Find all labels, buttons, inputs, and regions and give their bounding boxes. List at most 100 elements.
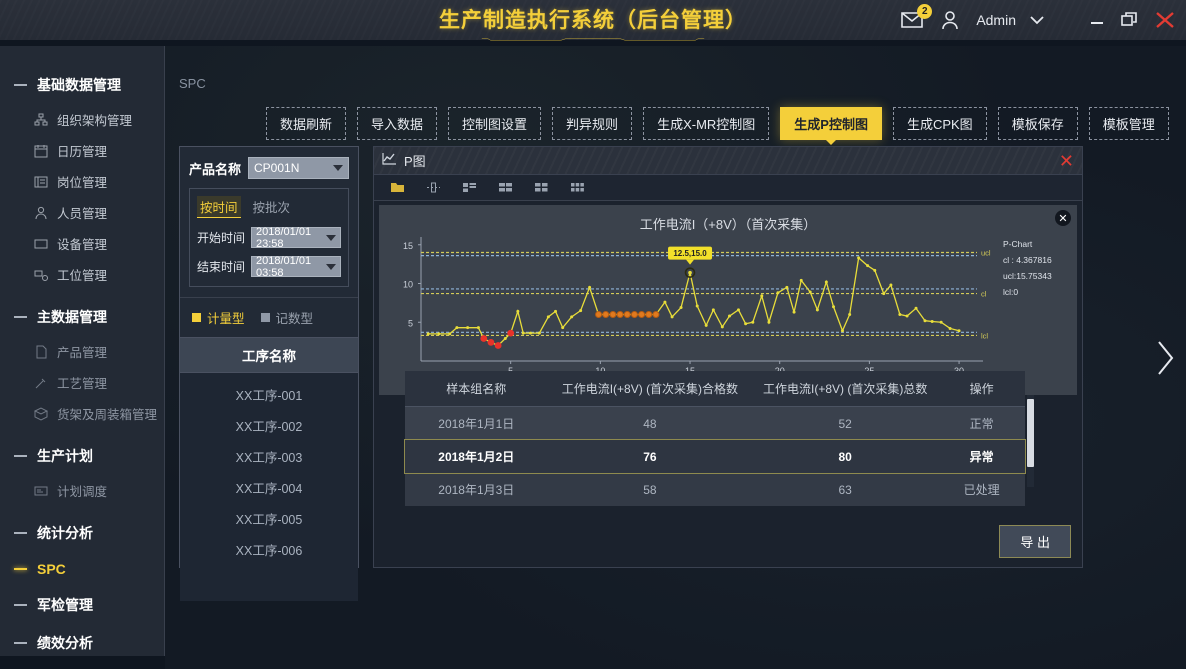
- panel-title: P图: [404, 154, 426, 169]
- sidebar-group-label: 军检管理: [37, 597, 93, 613]
- sidebar-group-statistics[interactable]: 统计分析: [0, 514, 164, 552]
- sample-table-wrapper: 样本组名称 工作电流I(+8V) (首次采集)合格数 工作电流I(+8V) (首…: [404, 371, 1034, 506]
- collapse-dash-icon: [14, 455, 27, 457]
- radio-label: 计量型: [207, 312, 245, 326]
- collapse-dash-icon: [14, 604, 27, 606]
- cell-pass-count: 76: [643, 449, 657, 464]
- list-item[interactable]: XX工序-003: [235, 451, 303, 465]
- sidebar-item-process[interactable]: 工艺管理: [0, 367, 164, 398]
- sidebar-item-personnel[interactable]: 人员管理: [0, 197, 164, 228]
- layout-grid-2x2-icon[interactable]: [498, 181, 513, 194]
- restore-icon[interactable]: [1120, 11, 1140, 29]
- cell-total-count: 80: [838, 449, 852, 464]
- badge-icon: [34, 175, 48, 189]
- sidebar-item-label: 岗位管理: [57, 176, 108, 190]
- end-time-row: 结束时间 2018/01/01 03:58: [197, 254, 341, 279]
- sidebar-item-label: 货架及周装箱管理: [57, 408, 158, 422]
- product-label: 产品名称: [189, 161, 242, 177]
- next-page-arrow[interactable]: [1152, 336, 1178, 385]
- chart-title: 工作电流I（+8V）（首次采集）: [639, 217, 817, 232]
- sidebar-group-base-data[interactable]: 基础数据管理: [0, 66, 164, 104]
- sidebar-group-label: SPC: [37, 561, 66, 577]
- save-template-button[interactable]: 模板保存: [997, 107, 1078, 140]
- svg-text:15: 15: [403, 241, 413, 251]
- close-icon[interactable]: ✕: [1058, 150, 1074, 171]
- control-chart-settings-button[interactable]: 控制图设置: [448, 107, 542, 140]
- process-list: XX工序-001 XX工序-002 XX工序-003 XX工序-004 XX工序…: [180, 373, 358, 601]
- refresh-data-button[interactable]: 数据刷新: [266, 107, 347, 140]
- table-row[interactable]: 2018年1月3日 58 63 已处理: [405, 473, 1025, 506]
- layout-grid-2x3-icon[interactable]: [534, 181, 549, 194]
- sidebar-item-product[interactable]: 产品管理: [0, 336, 164, 367]
- sidebar-item-position[interactable]: 岗位管理: [0, 166, 164, 197]
- generate-cpk-chart-button[interactable]: 生成CPK图: [892, 107, 987, 140]
- end-time-input[interactable]: 2018/01/01 03:58: [251, 254, 341, 279]
- sidebar-group-military-inspection[interactable]: 军检管理: [0, 586, 164, 624]
- layout-left-list-icon[interactable]: [462, 181, 477, 194]
- collapse-dash-icon: [14, 316, 27, 318]
- close-circle-icon[interactable]: ✕: [1055, 210, 1071, 226]
- list-item[interactable]: XX工序-004: [235, 482, 303, 496]
- sidebar-item-workstation[interactable]: 工位管理: [0, 259, 164, 290]
- product-select[interactable]: CP001N: [248, 157, 349, 179]
- tab-by-batch[interactable]: 按批次: [252, 201, 291, 215]
- user-icon[interactable]: [940, 10, 960, 30]
- panel-header: P图 ✕: [374, 147, 1082, 175]
- start-time-input[interactable]: 2018/01/01 23:58: [251, 226, 341, 250]
- sidebar-group-system[interactable]: 系统管理: [0, 662, 164, 669]
- list-item[interactable]: XX工序-002: [235, 420, 303, 434]
- layout-grid-3x3-icon[interactable]: [570, 181, 585, 194]
- user-name[interactable]: Admin: [976, 12, 1016, 28]
- sidebar-item-calendar[interactable]: 日历管理: [0, 135, 164, 166]
- radio-measurement-type[interactable]: 计量型: [192, 308, 245, 327]
- sidebar-group-label: 基础数据管理: [37, 77, 121, 93]
- list-item[interactable]: XX工序-005: [235, 513, 303, 527]
- close-icon[interactable]: [1154, 10, 1176, 30]
- svg-text:12.5,15.0: 12.5,15.0: [673, 249, 707, 258]
- cell-status: 异常: [969, 450, 994, 464]
- mail-icon[interactable]: 2: [900, 4, 933, 30]
- generate-xmr-chart-button[interactable]: 生成X-MR控制图: [643, 107, 770, 140]
- col-sample-group: 样本组名称: [405, 371, 548, 407]
- person-icon: [34, 206, 48, 220]
- sidebar-group-label: 统计分析: [37, 525, 93, 541]
- gold-divider: [481, 38, 705, 41]
- chevron-down-icon[interactable]: [1030, 15, 1044, 25]
- sidebar-group-spc[interactable]: SPC: [0, 552, 164, 586]
- sidebar-group-label: 主数据管理: [37, 309, 107, 325]
- folder-icon[interactable]: [390, 181, 405, 194]
- anomaly-rules-button[interactable]: 判异规则: [552, 107, 633, 140]
- sidebar-group-production-plan[interactable]: 生产计划: [0, 437, 164, 475]
- table-row-selected[interactable]: 2018年1月2日 76 80 异常: [404, 439, 1026, 474]
- list-item[interactable]: XX工序-001: [235, 389, 303, 403]
- import-data-button[interactable]: 导入数据: [357, 107, 438, 140]
- sidebar-item-shelf[interactable]: 货架及周装箱管理: [0, 398, 164, 429]
- app-title: 生产制造执行系统（后台管理）: [439, 9, 747, 32]
- export-button[interactable]: 导 出: [999, 525, 1071, 558]
- generate-p-chart-button[interactable]: 生成P控制图: [780, 107, 882, 140]
- split-vertical-icon[interactable]: [426, 181, 441, 194]
- table-scrollbar-thumb[interactable]: [1027, 399, 1034, 467]
- manage-template-button[interactable]: 模板管理: [1088, 107, 1169, 140]
- title-bar: 生产制造执行系统（后台管理） 2 Admin: [0, 0, 1186, 41]
- collapse-dash-icon: [14, 532, 27, 534]
- sidebar-group-master-data[interactable]: 主数据管理: [0, 298, 164, 336]
- svg-text:lcl:0: lcl:0: [1003, 287, 1018, 297]
- minimize-icon[interactable]: [1088, 13, 1106, 27]
- sidebar-item-scheduling[interactable]: 计划调度: [0, 475, 164, 506]
- radio-count-type[interactable]: 记数型: [260, 308, 313, 327]
- sidebar-group-performance[interactable]: 绩效分析: [0, 624, 164, 662]
- sidebar-group-label: 绩效分析: [37, 635, 93, 651]
- p-chart-panel: P图 ✕ 工作电流I（+8V）（首次采集）: [373, 146, 1083, 568]
- end-time-value: 2018/01/01 03:58: [256, 254, 312, 279]
- sidebar-item-org[interactable]: 组织架构管理: [0, 104, 164, 135]
- cell-pass-count: 48: [643, 416, 657, 431]
- sidebar-item-label: 产品管理: [57, 346, 108, 360]
- sidebar-item-equipment[interactable]: 设备管理: [0, 228, 164, 259]
- list-item[interactable]: XX工序-006: [235, 544, 303, 558]
- table-row[interactable]: 2018年1月1日 48 52 正常: [405, 406, 1025, 440]
- p-chart-svg[interactable]: 5101551015202530uclcllcl12.5,15.0P-Chart…: [379, 229, 1077, 393]
- tab-by-time[interactable]: 按时间: [197, 196, 241, 218]
- end-time-label: 结束时间: [197, 260, 246, 274]
- schedule-icon: [34, 484, 48, 498]
